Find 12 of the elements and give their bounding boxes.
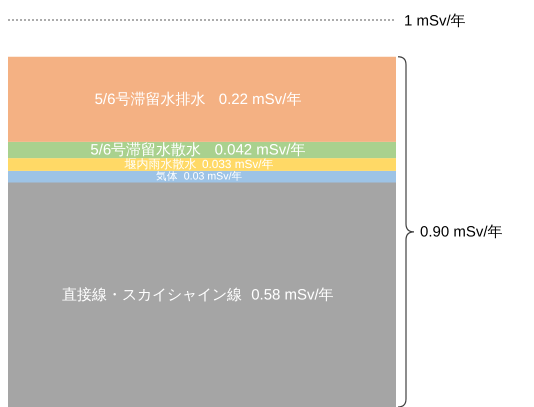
- text: 0.90 mSv/年: [420, 223, 503, 240]
- series-label: 直接線・スカイシャイン線: [62, 286, 242, 304]
- data-label: 0.22 mSv/年: [218, 90, 302, 108]
- ref-line-label: 1 mSv/年: [404, 12, 466, 30]
- series-label: 気体: [156, 170, 178, 183]
- data-label: 0.042 mSv/年: [214, 142, 306, 159]
- series-label: 5/6号滞留水散水: [90, 142, 202, 159]
- data-label: 0.033 mSv/年: [202, 158, 274, 172]
- data-label: 0.58 mSv/年: [251, 286, 334, 304]
- series-label: 5/6号滞留水排水: [94, 90, 206, 108]
- series-label: 堰内雨水散水: [123, 158, 196, 172]
- data-label: 0.03 mSv/年: [184, 170, 243, 183]
